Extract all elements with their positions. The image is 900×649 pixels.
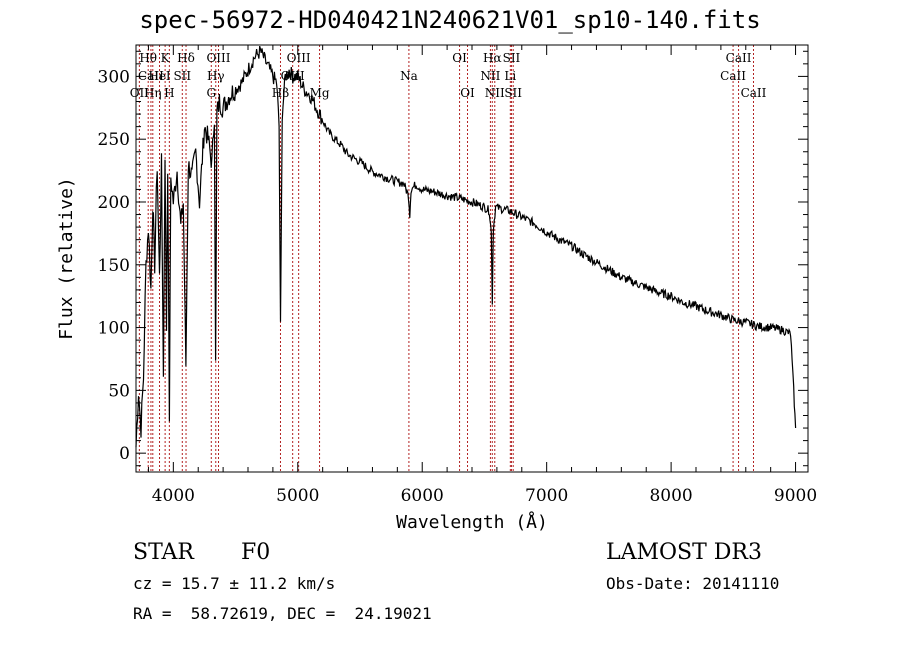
object-subclass: F0 — [241, 540, 271, 565]
x-tick-label-6000: 6000 — [401, 486, 444, 506]
coordinates: RA = 58.72619, DEC = 24.19021 — [133, 604, 432, 623]
line-label-14: Hβ — [272, 86, 289, 100]
line-label-20: SII — [503, 51, 521, 65]
line-markers — [138, 45, 754, 472]
plot-frame — [135, 44, 809, 473]
y-tick-label-200: 200 — [98, 193, 130, 213]
line-label-16: Na — [400, 69, 418, 83]
x-axis-label: Wavelength (Å) — [396, 511, 548, 533]
x-axis: 4000 5000 6000 7000 8000 9000 — [147, 45, 817, 506]
line-label-9: OIII — [206, 51, 230, 65]
object-class: STAR — [133, 540, 194, 565]
line-label-12: OIII — [287, 51, 311, 65]
obs-date: Obs-Date: 20141110 — [606, 574, 780, 593]
y-tick-label-0: 0 — [119, 444, 130, 464]
x-tick-label-4000: 4000 — [152, 486, 195, 506]
x-tick-label-8000: 8000 — [649, 486, 692, 506]
y-tick-label-50: 50 — [108, 381, 130, 401]
line-label-0: Hθ — [139, 51, 157, 65]
line-label-24: SII — [504, 86, 522, 100]
y-tick-label-300: 300 — [98, 67, 130, 87]
line-label-17: OI — [452, 51, 467, 65]
line-label-10: Hγ — [207, 69, 225, 83]
x-tick-label-9000: 9000 — [774, 486, 817, 506]
x-tick-label-7000: 7000 — [525, 486, 568, 506]
y-tick-label-100: 100 — [98, 319, 130, 339]
line-label-25: CaII — [726, 51, 752, 65]
spectrum-series-line — [135, 45, 797, 448]
line-label-26: CaII — [720, 69, 746, 83]
chart-title: spec-56972-HD040421N240621V01_sp10-140.f… — [139, 6, 761, 34]
line-label-21: NII — [480, 69, 500, 83]
line-label-23: NII — [485, 86, 505, 100]
line-label-6: H — [164, 86, 174, 100]
line-label-8: SII — [173, 69, 191, 83]
line-label-22: Li — [504, 69, 516, 83]
line-label-5: HeI — [148, 69, 171, 83]
line-label-18: OI — [460, 86, 475, 100]
y-axis: 0 50 100 150 200 250 300 — [98, 50, 808, 467]
x-tick-label-5000: 5000 — [276, 486, 319, 506]
line-label-1: CaII — [138, 69, 164, 83]
line-label-4: K — [161, 51, 171, 65]
y-axis-label: Flux (relative) — [56, 177, 77, 340]
line-label-15: Mg — [310, 86, 330, 100]
redshift-cz: cz = 15.7 ± 11.2 km/s — [133, 574, 336, 593]
line-label-3: Hη — [144, 86, 162, 100]
line-label-19: Hα — [483, 51, 502, 65]
y-tick-label-150: 150 — [98, 256, 130, 276]
y-tick-label-250: 250 — [98, 130, 130, 150]
line-label-11: G — [206, 86, 216, 100]
line-label-27: CaII — [741, 86, 767, 100]
line-label-2: OII — [130, 86, 150, 100]
survey-name: LAMOST DR3 — [606, 540, 762, 565]
line-label-7: Hδ — [177, 51, 195, 65]
